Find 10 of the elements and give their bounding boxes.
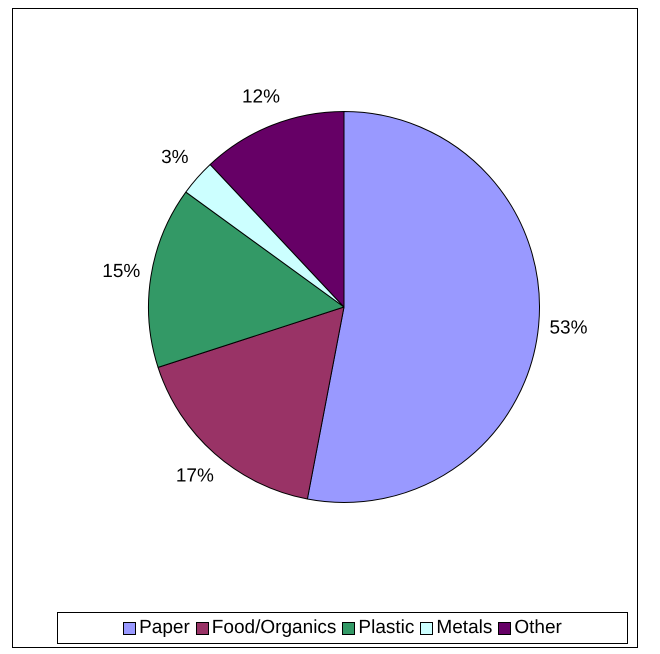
data-label: 53% [549,317,588,338]
legend-label: Plastic [358,617,414,639]
data-label: 17% [176,465,214,486]
legend-label: Other [514,617,562,639]
legend-label: Paper [139,617,190,639]
data-label: 15% [102,260,140,282]
data-label: 3% [161,147,189,168]
legend-label: Food/Organics [212,617,336,639]
data-label: 12% [242,86,280,108]
legend-label: Metals [436,617,492,639]
